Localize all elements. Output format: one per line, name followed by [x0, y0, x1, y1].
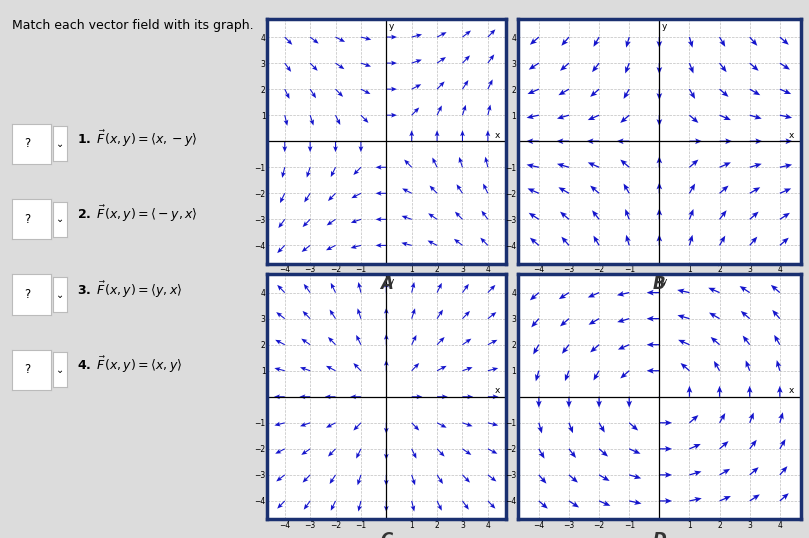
Text: x: x — [788, 386, 794, 395]
Text: $\mathbf{3.}\ \vec{F}(x, y) = \langle y, x\rangle$: $\mathbf{3.}\ \vec{F}(x, y) = \langle y,… — [77, 279, 182, 300]
Text: y: y — [388, 277, 394, 286]
Text: x: x — [494, 131, 500, 140]
Text: D: D — [653, 531, 666, 538]
Text: ⌄: ⌄ — [56, 139, 64, 149]
Text: ⌄: ⌄ — [56, 365, 64, 375]
Text: ?: ? — [23, 363, 30, 377]
Text: $\mathbf{2.}\ \vec{F}(x, y) = \langle -y, x\rangle$: $\mathbf{2.}\ \vec{F}(x, y) = \langle -y… — [77, 204, 197, 224]
Text: ?: ? — [23, 137, 30, 151]
Text: ⌄: ⌄ — [56, 289, 64, 300]
Text: ?: ? — [23, 213, 30, 226]
Text: x: x — [788, 131, 794, 140]
Text: $\mathbf{4.}\ \vec{F}(x, y) = \langle x, y\rangle$: $\mathbf{4.}\ \vec{F}(x, y) = \langle x,… — [77, 355, 182, 375]
Text: Match each vector field with its graph.: Match each vector field with its graph. — [12, 19, 254, 32]
Text: A: A — [380, 275, 393, 293]
Text: ⌄: ⌄ — [56, 214, 64, 224]
Text: C: C — [380, 531, 393, 538]
Text: ?: ? — [23, 288, 30, 301]
Text: $\mathbf{1.}\ \vec{F}(x, y) = \langle x, -y\rangle$: $\mathbf{1.}\ \vec{F}(x, y) = \langle x,… — [77, 129, 197, 149]
Text: x: x — [494, 386, 500, 395]
Text: B: B — [653, 275, 666, 293]
Text: y: y — [388, 22, 394, 31]
Text: y: y — [662, 277, 667, 286]
Text: y: y — [662, 22, 667, 31]
